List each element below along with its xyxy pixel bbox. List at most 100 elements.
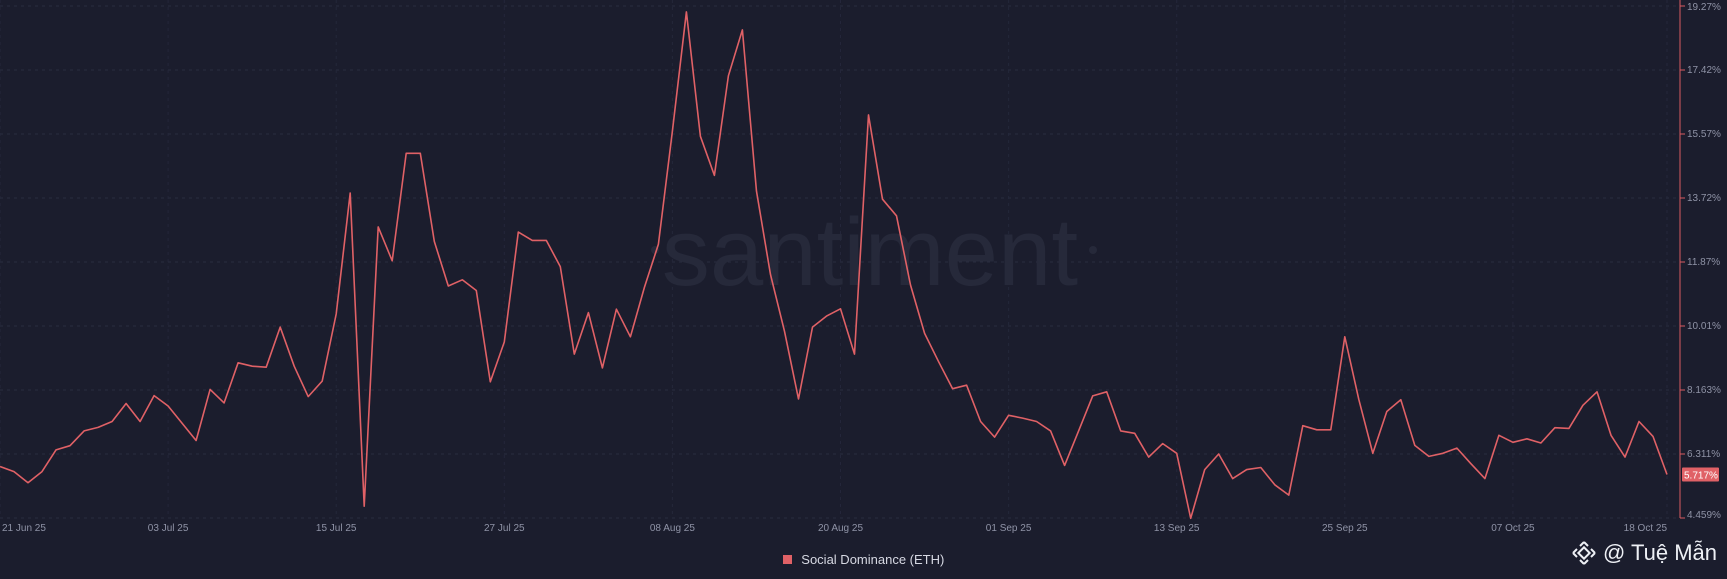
y-tick-label: 15.57% — [1687, 129, 1721, 140]
data-point — [937, 361, 939, 363]
data-point — [573, 353, 575, 355]
data-point — [1470, 462, 1472, 464]
data-point — [1624, 456, 1626, 458]
author-watermark: @ Tuệ Mẫn — [1571, 540, 1717, 566]
data-point — [279, 326, 281, 328]
data-point — [251, 365, 253, 367]
data-point — [1484, 477, 1486, 479]
y-tick-label: 13.72% — [1687, 193, 1721, 204]
data-point — [1568, 427, 1570, 429]
data-point — [1077, 430, 1079, 432]
data-point — [713, 174, 715, 176]
data-point — [1274, 484, 1276, 486]
data-point — [797, 398, 799, 400]
legend-swatch — [782, 555, 792, 564]
data-point — [307, 395, 309, 397]
grid-lines — [0, 0, 1680, 519]
data-point — [1358, 398, 1360, 400]
data-point — [951, 387, 953, 389]
data-point — [1218, 453, 1220, 455]
x-axis-ticks: 21 Jun 25 03 Jul 25 15 Jul 25 27 Jul 25 08 A… — [2, 523, 1667, 534]
data-point — [909, 284, 911, 286]
data-point — [1091, 395, 1093, 397]
data-point — [1007, 414, 1009, 416]
x-tick-label: 01 Sep 25 — [986, 523, 1032, 534]
y-tick-label: 19.27% — [1687, 2, 1721, 13]
data-point — [349, 192, 351, 194]
data-point — [433, 240, 435, 242]
x-tick-label: 13 Sep 25 — [1154, 523, 1200, 534]
data-point — [1049, 430, 1051, 432]
series-line-social-dominance — [0, 11, 1668, 520]
data-point — [1147, 456, 1149, 458]
data-point — [1232, 477, 1234, 479]
legend[interactable]: Social Dominance (ETH) — [0, 552, 1727, 567]
data-point — [335, 313, 337, 315]
data-point — [1526, 438, 1528, 440]
data-point — [671, 130, 673, 132]
y-tick-label: 10.01% — [1687, 321, 1721, 332]
data-point — [1498, 434, 1500, 436]
data-point — [321, 380, 323, 382]
data-point — [1260, 466, 1262, 468]
data-point — [769, 273, 771, 275]
y-axis-ticks: 4.459% 6.311% 8.163% 10.01% 11.87% 13.72% 15.5… — [1680, 2, 1721, 521]
data-point — [237, 362, 239, 364]
x-tick-label: 07 Oct 25 — [1491, 523, 1535, 534]
data-point — [475, 289, 477, 291]
data-point — [41, 470, 43, 472]
data-point — [545, 239, 547, 241]
data-point — [1540, 442, 1542, 444]
x-tick-label: 27 Jul 25 — [484, 523, 525, 534]
data-point — [643, 286, 645, 288]
last-value-badge-bg — [1682, 467, 1719, 482]
data-point — [1190, 517, 1192, 519]
data-point — [489, 381, 491, 383]
data-point — [1512, 441, 1514, 443]
data-point — [111, 420, 113, 422]
data-point — [1596, 391, 1598, 393]
data-point — [531, 239, 533, 241]
data-point — [811, 326, 813, 328]
data-point — [223, 402, 225, 404]
data-point — [405, 152, 407, 154]
data-point — [55, 449, 57, 451]
data-point — [1456, 447, 1458, 449]
data-point — [853, 353, 855, 355]
x-tick-label: 08 Aug 25 — [650, 523, 695, 534]
data-point — [83, 430, 85, 432]
y-tick-label: 6.311% — [1687, 449, 1720, 460]
data-point — [783, 330, 785, 332]
x-tick-label: 20 Aug 25 — [818, 523, 863, 534]
data-point — [1344, 336, 1346, 338]
data-point — [559, 265, 561, 267]
data-point — [139, 420, 141, 422]
data-point — [419, 152, 421, 154]
data-point — [1386, 410, 1388, 412]
data-point — [1666, 473, 1668, 475]
data-point — [1400, 399, 1402, 401]
data-point — [209, 388, 211, 390]
last-value-badge: 5.717% — [1682, 467, 1719, 482]
legend-label: Social Dominance (ETH) — [801, 552, 945, 567]
data-point — [195, 439, 197, 441]
x-tick-label: 18 Oct 25 — [1624, 523, 1668, 534]
data-point — [27, 482, 29, 484]
data-point — [1035, 420, 1037, 422]
data-point — [1161, 442, 1163, 444]
data-point — [1246, 468, 1248, 470]
data-point — [657, 243, 659, 245]
data-point — [1330, 429, 1332, 431]
data-point — [1105, 391, 1107, 393]
watermark-dot-right — [1089, 246, 1097, 254]
data-point — [1119, 430, 1121, 432]
data-point — [391, 260, 393, 262]
data-point — [1133, 432, 1135, 434]
y-tick-label: 8.163% — [1687, 385, 1721, 396]
data-point — [755, 190, 757, 192]
data-point — [1021, 417, 1023, 419]
data-point — [895, 215, 897, 217]
data-point — [881, 198, 883, 200]
data-point — [377, 226, 379, 228]
data-point — [923, 332, 925, 334]
